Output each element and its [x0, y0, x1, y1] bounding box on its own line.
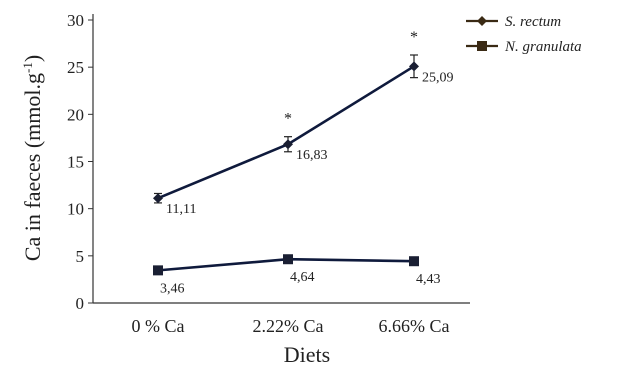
data-point [409, 256, 419, 267]
y-axis-title-superscript: -1 [20, 62, 35, 73]
y-tick-label: 5 [76, 247, 85, 266]
data-point [153, 193, 163, 204]
significance-marker: * [284, 111, 292, 128]
y-axis-title: Ca in faeces (mmol.g-1) [20, 55, 45, 261]
y-tick-label: 10 [67, 200, 84, 219]
x-tick-label: 0 % Ca [132, 316, 185, 336]
y-tick-label: 20 [67, 105, 84, 124]
y-tick-label: 25 [67, 58, 84, 77]
data-label: 3,46 [160, 281, 185, 296]
y-axis-title-main: Ca in faeces (mmol.g [20, 73, 45, 261]
data-label: 16,83 [296, 148, 328, 163]
y-tick-label: 30 [67, 11, 84, 30]
data-label: 4,64 [290, 270, 315, 285]
legend: S. rectum N. granulata [466, 14, 582, 55]
x-tick-label: 2.22% Ca [253, 316, 324, 336]
data-label: 25,09 [422, 70, 454, 85]
legend-label: N. granulata [504, 39, 582, 55]
data-point [153, 265, 163, 276]
y-tick-label: 15 [67, 153, 84, 172]
data-label: 11,11 [166, 202, 196, 217]
data-label: 4,43 [416, 272, 441, 287]
axes: 0 5 10 15 20 25 30 0 % Ca 2.22% Ca 6.66% Ca [67, 11, 470, 336]
legend-label: S. rectum [505, 14, 561, 30]
y-axis-title-close: ) [20, 55, 45, 62]
x-axis-title: Diets [284, 342, 330, 367]
y-tick-label: 0 [76, 294, 85, 313]
data-point [409, 61, 419, 72]
x-tick-label: 6.66% Ca [379, 316, 450, 336]
legend-marker [477, 16, 487, 26]
series-line [157, 65, 415, 200]
legend-item: N. granulata [466, 39, 582, 55]
labels-layer: 11,11 * 16,83 * 25,09 3,46 4,64 4,43 [160, 29, 454, 296]
legend-marker [477, 41, 487, 51]
significance-marker: * [410, 29, 418, 46]
legend-item: S. rectum [466, 14, 561, 30]
series-layer [153, 54, 419, 276]
data-point [283, 139, 293, 150]
data-point [283, 254, 293, 265]
